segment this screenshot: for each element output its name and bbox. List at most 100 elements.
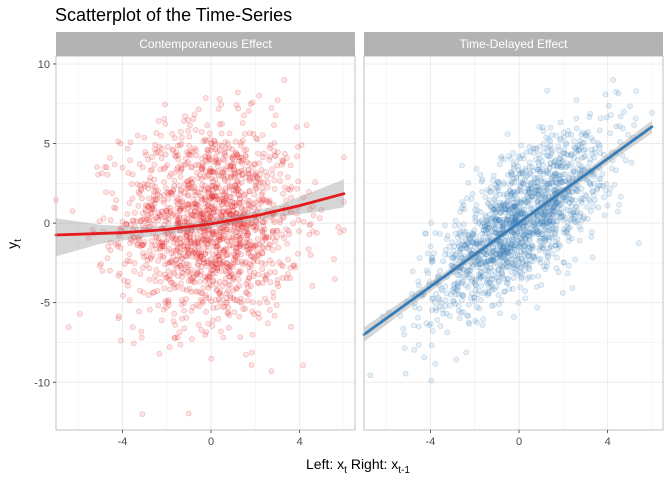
scatter-point xyxy=(197,211,204,218)
scatter-point xyxy=(213,281,220,288)
scatter-point xyxy=(465,274,472,281)
scatter-point xyxy=(181,238,188,245)
scatter-point xyxy=(187,176,194,183)
scatter-point xyxy=(206,130,213,137)
scatter-point xyxy=(170,210,177,217)
scatter-point xyxy=(269,234,276,241)
scatter-point xyxy=(236,269,243,276)
scatter-point xyxy=(597,115,604,122)
scatter-point xyxy=(220,166,227,173)
scatter-point xyxy=(204,213,211,219)
scatter-point xyxy=(271,122,277,128)
scatter-point xyxy=(576,223,583,230)
scatter-point xyxy=(182,266,189,273)
scatter-point xyxy=(221,248,228,254)
scatter-point xyxy=(198,239,205,246)
scatter-point xyxy=(214,265,220,272)
scatter-point xyxy=(187,152,194,159)
scatter-point xyxy=(99,268,106,274)
scatter-point xyxy=(216,296,222,303)
scatter-point xyxy=(294,185,300,192)
scatter-point xyxy=(166,189,173,196)
scatter-point xyxy=(479,235,486,242)
scatter-point xyxy=(241,221,247,228)
scatter-point xyxy=(259,229,266,235)
scatter-point xyxy=(422,230,428,237)
scatter-point xyxy=(188,228,195,234)
scatter-point xyxy=(153,246,160,253)
scatter-point xyxy=(495,292,502,298)
scatter-point xyxy=(230,212,237,219)
scatter-point xyxy=(197,253,204,260)
scatter-point xyxy=(159,252,166,259)
scatter-point xyxy=(216,257,223,264)
scatter-point xyxy=(222,279,228,286)
scatter-point xyxy=(195,243,202,250)
scatter-point xyxy=(217,299,224,305)
scatter-point xyxy=(263,271,270,278)
scatter-point xyxy=(559,289,566,296)
scatter-point xyxy=(232,254,239,261)
scatter-point xyxy=(220,247,227,254)
scatter-point xyxy=(432,360,439,367)
scatter-point xyxy=(286,231,292,238)
scatter-point xyxy=(168,250,175,257)
scatter-point xyxy=(226,268,233,275)
scatter-point xyxy=(235,186,242,193)
scatter-point xyxy=(209,144,216,151)
scatter-point xyxy=(158,155,165,162)
scatter-point xyxy=(211,229,218,235)
scatter-point xyxy=(210,244,217,250)
scatter-point xyxy=(273,228,280,234)
scatter-point xyxy=(164,209,170,216)
scatter-point xyxy=(235,168,242,175)
scatter-point xyxy=(235,276,242,283)
scatter-point xyxy=(265,244,272,251)
scatter-point xyxy=(239,137,246,144)
scatter-point xyxy=(205,202,211,208)
scatter-point xyxy=(238,158,245,165)
scatter-point xyxy=(101,164,108,171)
scatter-point xyxy=(452,217,459,224)
scatter-point xyxy=(493,283,500,290)
scatter-point xyxy=(243,159,250,165)
scatter-point xyxy=(153,215,159,221)
scatter-point xyxy=(193,216,200,223)
scatter-point xyxy=(202,137,209,144)
scatter-point xyxy=(221,232,227,239)
scatter-point xyxy=(276,259,283,266)
scatter-point xyxy=(573,188,580,195)
scatter-point xyxy=(164,236,171,243)
scatter-point xyxy=(225,309,232,316)
scatter-point xyxy=(293,210,300,217)
scatter-point xyxy=(115,315,122,322)
scatter-point xyxy=(160,166,167,172)
scatter-point xyxy=(590,138,596,144)
x-tick-label: -4 xyxy=(118,436,128,448)
scatter-point xyxy=(165,219,172,226)
scatter-point xyxy=(152,146,158,153)
scatter-point xyxy=(246,274,252,281)
scatter-point xyxy=(172,247,179,254)
scatter-point xyxy=(175,220,181,227)
scatter-point xyxy=(548,211,555,218)
scatter-point xyxy=(238,154,245,161)
scatter-point xyxy=(178,264,185,271)
scatter-point xyxy=(523,198,529,205)
scatter-point xyxy=(201,173,208,180)
scatter-point xyxy=(147,223,154,230)
scatter-point xyxy=(437,323,444,329)
scatter-point xyxy=(181,246,188,253)
scatter-point xyxy=(549,250,556,257)
scatter-point xyxy=(565,226,572,232)
scatter-point xyxy=(157,271,163,277)
scatter-point xyxy=(236,313,243,320)
scatter-point xyxy=(178,165,185,171)
scatter-point xyxy=(95,171,102,178)
scatter-point xyxy=(177,240,183,247)
scatter-point xyxy=(160,306,167,313)
scatter-point xyxy=(227,174,234,181)
scatter-point xyxy=(216,278,223,285)
scatter-point xyxy=(442,246,449,253)
